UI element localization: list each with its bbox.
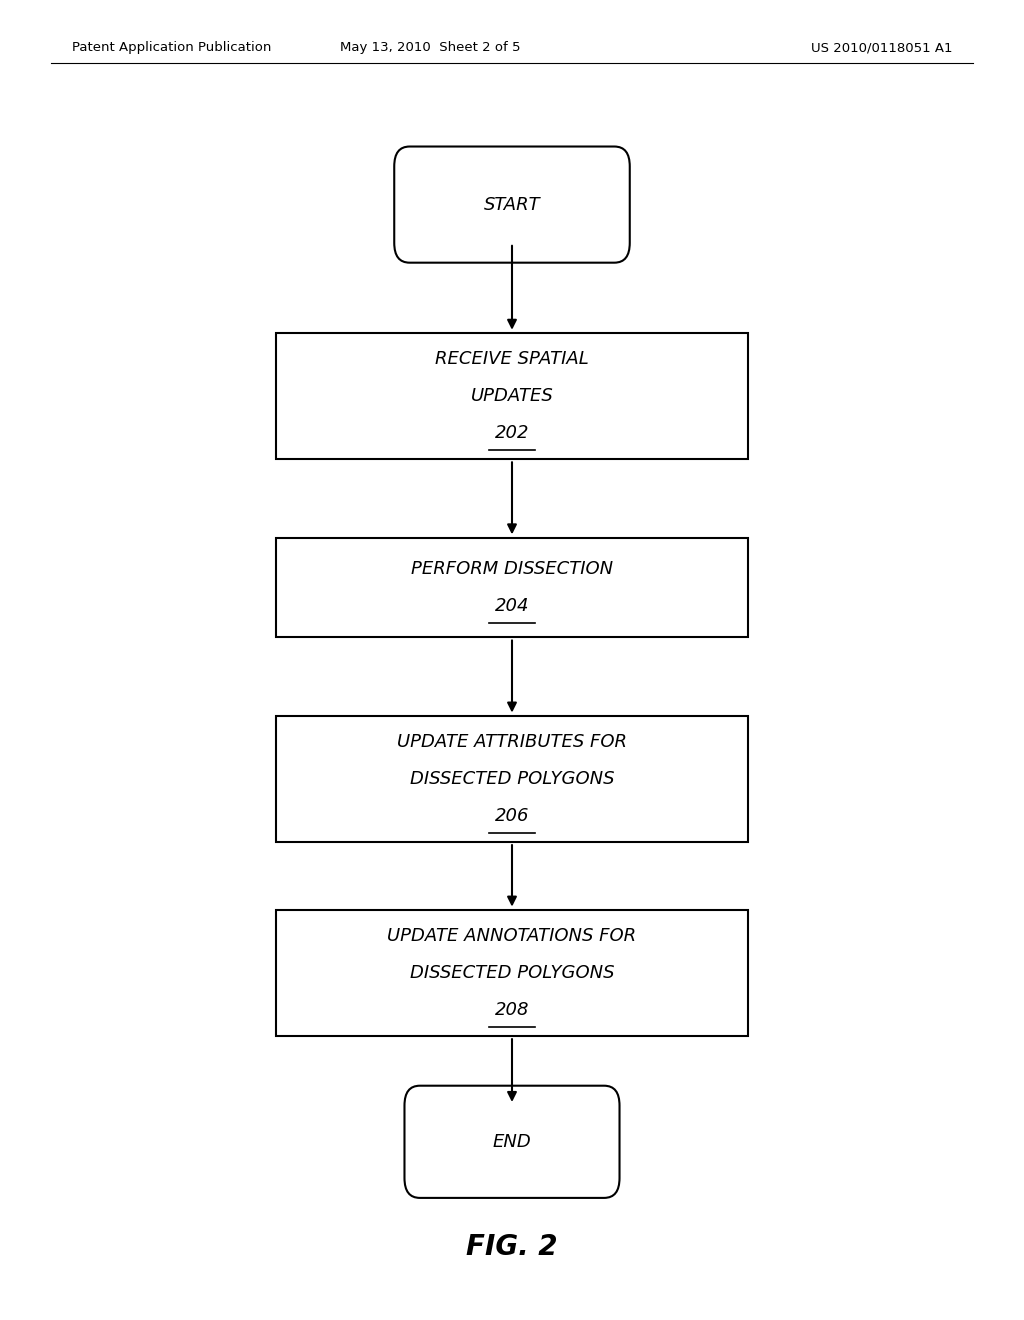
Bar	[276, 334, 748, 459]
Text: START: START	[483, 195, 541, 214]
Text: 204: 204	[495, 597, 529, 615]
Bar	[276, 715, 748, 842]
FancyBboxPatch shape	[404, 1085, 620, 1199]
Text: 206: 206	[495, 807, 529, 825]
Bar	[276, 537, 748, 636]
Text: DISSECTED POLYGONS: DISSECTED POLYGONS	[410, 964, 614, 982]
Text: DISSECTED POLYGONS: DISSECTED POLYGONS	[410, 770, 614, 788]
Text: RECEIVE SPATIAL: RECEIVE SPATIAL	[435, 350, 589, 368]
Text: UPDATES: UPDATES	[471, 387, 553, 405]
Text: May 13, 2010  Sheet 2 of 5: May 13, 2010 Sheet 2 of 5	[340, 41, 520, 54]
Text: US 2010/0118051 A1: US 2010/0118051 A1	[811, 41, 952, 54]
Text: UPDATE ANNOTATIONS FOR: UPDATE ANNOTATIONS FOR	[387, 927, 637, 945]
Text: Patent Application Publication: Patent Application Publication	[72, 41, 271, 54]
Text: UPDATE ATTRIBUTES FOR: UPDATE ATTRIBUTES FOR	[397, 733, 627, 751]
FancyBboxPatch shape	[394, 147, 630, 263]
Text: 202: 202	[495, 424, 529, 442]
Bar	[276, 911, 748, 1035]
Text: FIG. 2: FIG. 2	[466, 1233, 558, 1262]
Text: END: END	[493, 1133, 531, 1151]
Text: 208: 208	[495, 1001, 529, 1019]
Text: PERFORM DISSECTION: PERFORM DISSECTION	[411, 560, 613, 578]
